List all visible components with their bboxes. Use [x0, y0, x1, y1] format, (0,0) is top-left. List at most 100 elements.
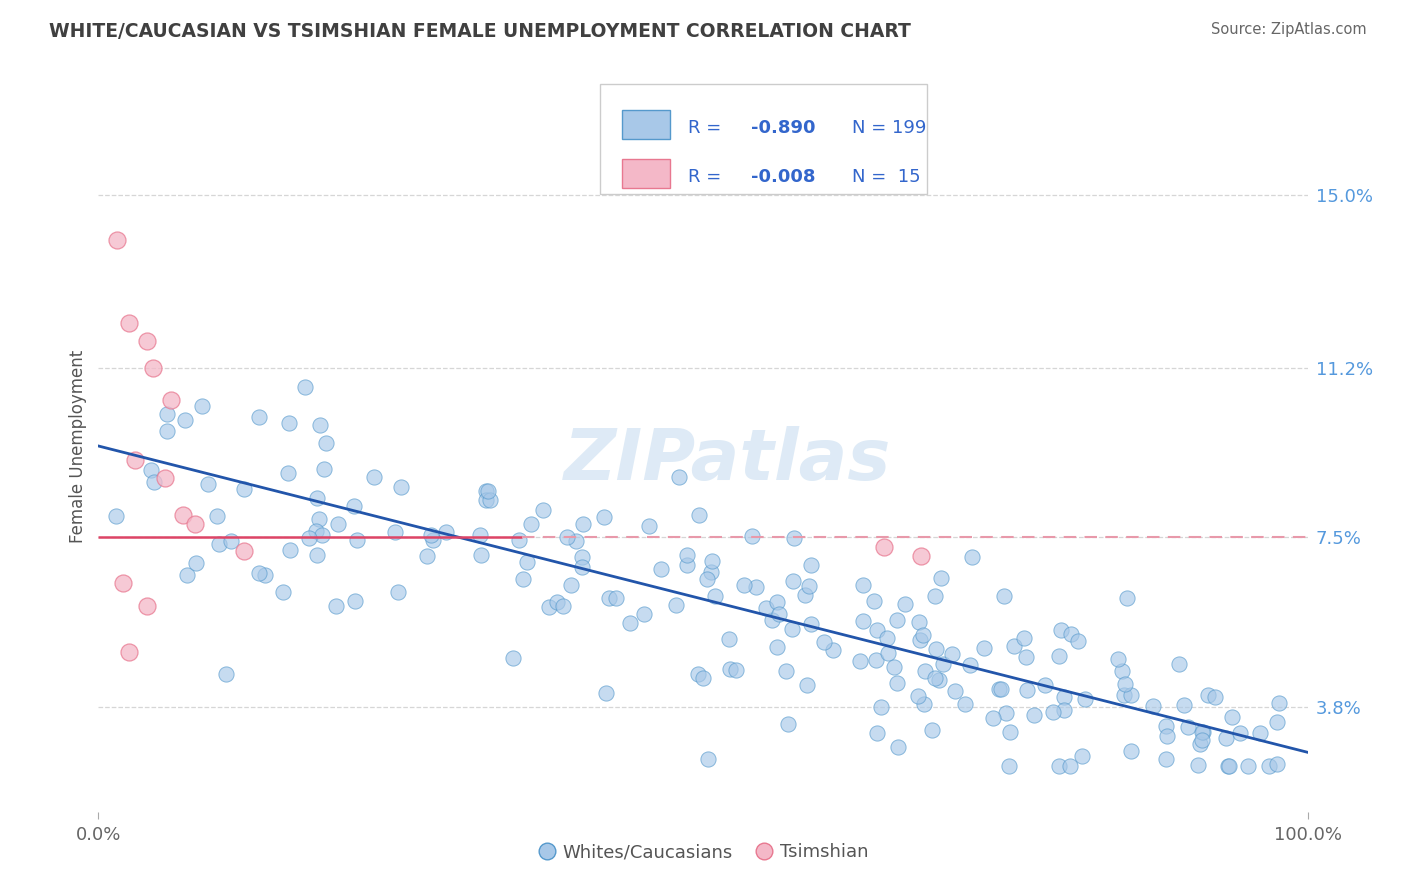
Point — [278, 542, 301, 557]
Point — [118, 316, 141, 330]
Point — [1015, 650, 1038, 665]
Point — [174, 412, 197, 426]
Point — [765, 595, 787, 609]
Point — [955, 697, 977, 711]
Point — [776, 717, 799, 731]
Point — [111, 576, 134, 591]
Point — [135, 334, 157, 348]
Point — [477, 483, 499, 498]
Point — [478, 492, 501, 507]
Point — [1220, 710, 1243, 724]
Point — [911, 628, 934, 642]
Point — [852, 614, 875, 628]
Point — [1059, 759, 1081, 773]
Point — [924, 671, 946, 685]
Point — [592, 509, 614, 524]
Point — [247, 410, 270, 425]
Point — [1111, 664, 1133, 678]
Point — [1216, 759, 1239, 773]
Point — [343, 499, 366, 513]
Point — [983, 711, 1005, 725]
Point — [1173, 698, 1195, 712]
Point — [184, 556, 207, 570]
Text: N =  15: N = 15 — [852, 168, 921, 186]
Point — [277, 466, 299, 480]
FancyBboxPatch shape — [621, 159, 671, 188]
Point — [135, 599, 157, 613]
Point — [571, 560, 593, 574]
Text: ZIPatlas: ZIPatlas — [564, 426, 891, 495]
Point — [866, 624, 889, 638]
Point — [886, 613, 908, 627]
Point — [1154, 752, 1177, 766]
Point — [688, 508, 710, 523]
Point — [124, 452, 146, 467]
Point — [208, 537, 231, 551]
Point — [434, 525, 457, 540]
Point — [912, 697, 935, 711]
Point — [197, 477, 219, 491]
Point — [160, 393, 183, 408]
Point — [298, 532, 321, 546]
Point — [346, 533, 368, 547]
Point — [924, 589, 946, 603]
Point — [638, 519, 661, 533]
Point — [1268, 696, 1291, 710]
Point — [887, 739, 910, 754]
Point — [1249, 725, 1271, 739]
Point — [941, 648, 963, 662]
Point — [474, 484, 496, 499]
Point — [1215, 731, 1237, 745]
Point — [775, 664, 797, 678]
Point — [866, 726, 889, 740]
Point — [800, 617, 823, 632]
Point — [232, 544, 254, 558]
Point — [1192, 725, 1215, 739]
Point — [1265, 757, 1288, 772]
Point — [718, 632, 741, 646]
Point — [1067, 634, 1090, 648]
Point — [141, 463, 163, 477]
Point — [105, 508, 128, 523]
Point — [308, 512, 330, 526]
Point — [745, 580, 768, 594]
Text: -0.890: -0.890 — [751, 119, 815, 136]
Point — [172, 508, 194, 522]
Point — [1154, 719, 1177, 733]
Point — [1119, 688, 1142, 702]
Point — [718, 662, 741, 676]
Point — [703, 589, 725, 603]
Point — [700, 554, 723, 568]
Point — [998, 724, 1021, 739]
Text: N = 199: N = 199 — [852, 119, 927, 136]
Point — [422, 533, 444, 548]
Point — [1204, 690, 1226, 705]
Point — [1012, 632, 1035, 646]
Point — [307, 491, 329, 505]
Point — [755, 600, 778, 615]
Point — [1197, 688, 1219, 702]
Point — [538, 600, 561, 615]
Text: -0.008: -0.008 — [751, 168, 815, 186]
Point — [315, 435, 337, 450]
Point — [914, 664, 936, 678]
Point — [314, 462, 336, 476]
Point — [325, 599, 347, 614]
Point — [998, 759, 1021, 773]
Point — [668, 470, 690, 484]
Point — [572, 517, 595, 532]
Point — [387, 585, 409, 599]
Point — [1053, 690, 1076, 705]
Point — [796, 678, 818, 692]
Point — [512, 572, 534, 586]
FancyBboxPatch shape — [600, 84, 927, 194]
FancyBboxPatch shape — [621, 110, 671, 139]
Point — [1042, 705, 1064, 719]
Point — [1142, 699, 1164, 714]
Point — [384, 525, 406, 540]
Point — [546, 595, 568, 609]
Point — [943, 684, 966, 698]
Point — [960, 550, 983, 565]
Point — [973, 640, 995, 655]
Point — [886, 675, 908, 690]
